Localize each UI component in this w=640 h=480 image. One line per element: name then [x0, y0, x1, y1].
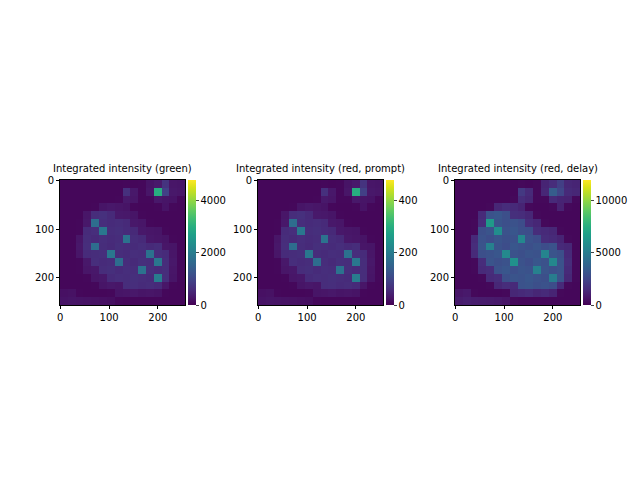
svg-text:0: 0 — [246, 175, 252, 186]
svg-text:0: 0 — [399, 300, 405, 311]
svg-text:100: 100 — [495, 312, 514, 323]
svg-text:Integrated intensity (red, pro: Integrated intensity (red, prompt) — [236, 163, 405, 174]
svg-text:200: 200 — [233, 272, 252, 283]
svg-text:4000: 4000 — [201, 195, 226, 206]
svg-text:400: 400 — [399, 195, 418, 206]
svg-text:100: 100 — [298, 312, 317, 323]
svg-text:Integrated intensity (green): Integrated intensity (green) — [53, 163, 192, 174]
svg-text:0: 0 — [57, 312, 63, 323]
svg-text:0: 0 — [201, 300, 207, 311]
svg-text:200: 200 — [399, 247, 418, 258]
svg-text:200: 200 — [543, 312, 562, 323]
svg-text:100: 100 — [430, 224, 449, 235]
svg-text:0: 0 — [596, 300, 602, 311]
svg-text:100: 100 — [35, 224, 54, 235]
svg-text:100: 100 — [233, 224, 252, 235]
svg-text:200: 200 — [35, 272, 54, 283]
svg-text:2000: 2000 — [201, 247, 226, 258]
svg-text:5000: 5000 — [596, 247, 621, 258]
svg-text:200: 200 — [148, 312, 167, 323]
svg-text:0: 0 — [255, 312, 261, 323]
svg-text:10000: 10000 — [596, 195, 628, 206]
svg-text:100: 100 — [100, 312, 119, 323]
svg-text:0: 0 — [443, 175, 449, 186]
svg-text:0: 0 — [452, 312, 458, 323]
svg-text:200: 200 — [346, 312, 365, 323]
svg-text:Integrated intensity (red, del: Integrated intensity (red, delay) — [438, 163, 598, 174]
svg-text:0: 0 — [48, 175, 54, 186]
svg-text:200: 200 — [430, 272, 449, 283]
